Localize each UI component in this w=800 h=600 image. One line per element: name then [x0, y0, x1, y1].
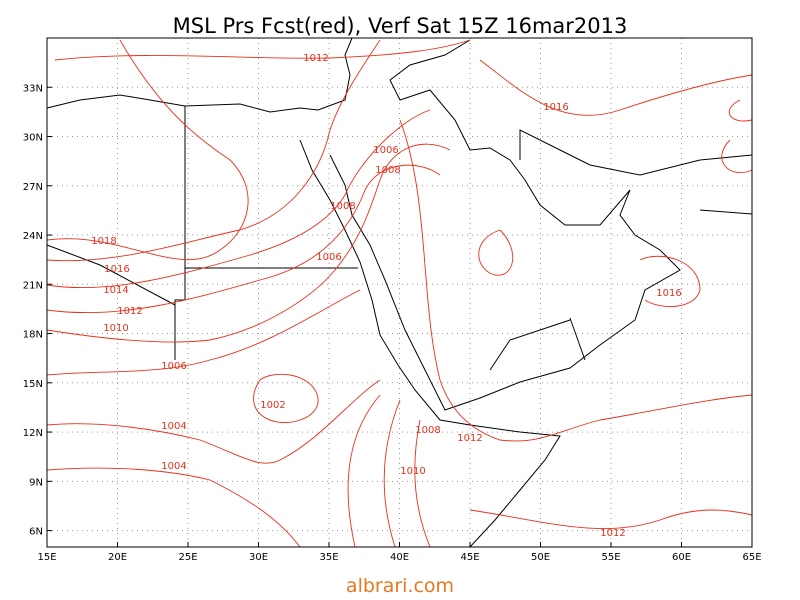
isobar — [46, 143, 451, 343]
contour-label: 1008 — [330, 201, 355, 212]
isobar — [46, 164, 441, 314]
lat-tick-label: 27N — [23, 182, 43, 193]
contour-label: 1010 — [400, 466, 425, 477]
contour-label: 1014 — [103, 285, 128, 296]
lat-tick-label: 30N — [23, 133, 43, 144]
contour-label: 1012 — [117, 306, 142, 317]
lat-tick-label: 21N — [23, 280, 43, 291]
contour-label: 1016 — [104, 264, 129, 275]
coastline — [329, 39, 681, 411]
lon-tick-label: 25E — [178, 552, 197, 563]
contour-label: 1004 — [161, 421, 186, 432]
contour-label: 1006 — [161, 361, 186, 372]
isobar — [469, 509, 753, 529]
contour-label: 1012 — [303, 53, 328, 64]
lat-tick-label: 15N — [23, 379, 43, 390]
coastline — [46, 37, 353, 113]
contour-label: 1006 — [316, 252, 341, 263]
lon-tick-label: 15E — [37, 552, 56, 563]
lon-tick-label: 60E — [672, 552, 691, 563]
title: MSL Prs Fcst(red), Verf Sat 15Z 16mar201… — [173, 14, 628, 38]
lon-tick-label: 35E — [319, 552, 338, 563]
isobar — [46, 467, 301, 548]
watermark: albrari.com — [346, 575, 454, 597]
border — [489, 209, 753, 371]
lat-tick-label: 12N — [23, 428, 43, 439]
isobar — [46, 289, 361, 376]
coastline — [299, 139, 561, 548]
contour-label: 1008 — [415, 425, 440, 436]
isobar — [253, 373, 319, 424]
contour-label: 1016 — [543, 102, 568, 113]
isobar — [639, 255, 701, 307]
lon-tick-label: 65E — [742, 552, 761, 563]
lat-tick-label: 9N — [29, 477, 43, 488]
ticks: 15E 20E 25E 30E 35E 40E 45E 50E 55E 60E 65E 6N 9N 12N… — [23, 83, 762, 563]
isobar — [347, 394, 431, 548]
isobar — [399, 119, 753, 442]
contour-labels: 1012 1016 1006 1008 1008 1018 1006 1016 … — [91, 53, 681, 539]
contour-label: 1016 — [656, 288, 681, 299]
coastlines — [46, 37, 753, 548]
isobars — [46, 39, 753, 548]
lon-tick-label: 45E — [460, 552, 479, 563]
isobar — [721, 99, 753, 174]
lat-tick-label: 6N — [29, 527, 43, 538]
lon-tick-label: 40E — [390, 552, 409, 563]
coastline — [519, 129, 753, 176]
lon-tick-label: 20E — [108, 552, 127, 563]
contour-label: 1008 — [375, 165, 400, 176]
lat-tick-label: 24N — [23, 231, 43, 242]
contour-label: 1010 — [103, 323, 128, 334]
contour-label: 1012 — [457, 433, 482, 444]
contour-label: 1002 — [260, 400, 285, 411]
lat-tick-label: 18N — [23, 330, 43, 341]
lat-tick-label: 33N — [23, 83, 43, 94]
isobar — [46, 39, 381, 262]
isobar — [46, 39, 249, 261]
isobar — [54, 39, 471, 61]
lon-tick-label: 55E — [601, 552, 620, 563]
border — [46, 106, 358, 360]
lon-tick-label: 30E — [249, 552, 268, 563]
lon-tick-label: 50E — [531, 552, 550, 563]
isobar — [478, 229, 514, 276]
contour-label: 1004 — [161, 461, 186, 472]
contour-label: 1018 — [91, 236, 116, 247]
contour-label: 1012 — [600, 528, 625, 539]
contour-label: 1006 — [373, 145, 398, 156]
isobar — [479, 59, 753, 116]
isobar — [46, 379, 381, 464]
isobar — [46, 109, 431, 289]
